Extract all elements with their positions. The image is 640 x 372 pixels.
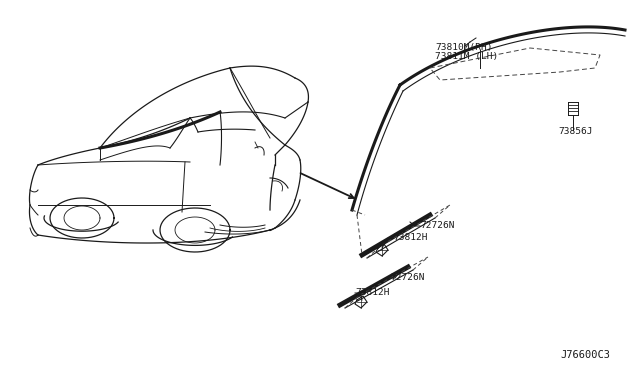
Text: 73812H: 73812H [393,233,428,242]
Text: 73812H: 73812H [355,288,390,297]
Text: 73811M (LH): 73811M (LH) [435,52,499,61]
Text: 73810M(RH): 73810M(RH) [435,43,493,52]
Text: 72726N: 72726N [420,221,454,230]
Text: 72726N: 72726N [390,273,424,282]
Text: J76600C3: J76600C3 [560,350,610,360]
Text: 73856J: 73856J [558,127,593,136]
